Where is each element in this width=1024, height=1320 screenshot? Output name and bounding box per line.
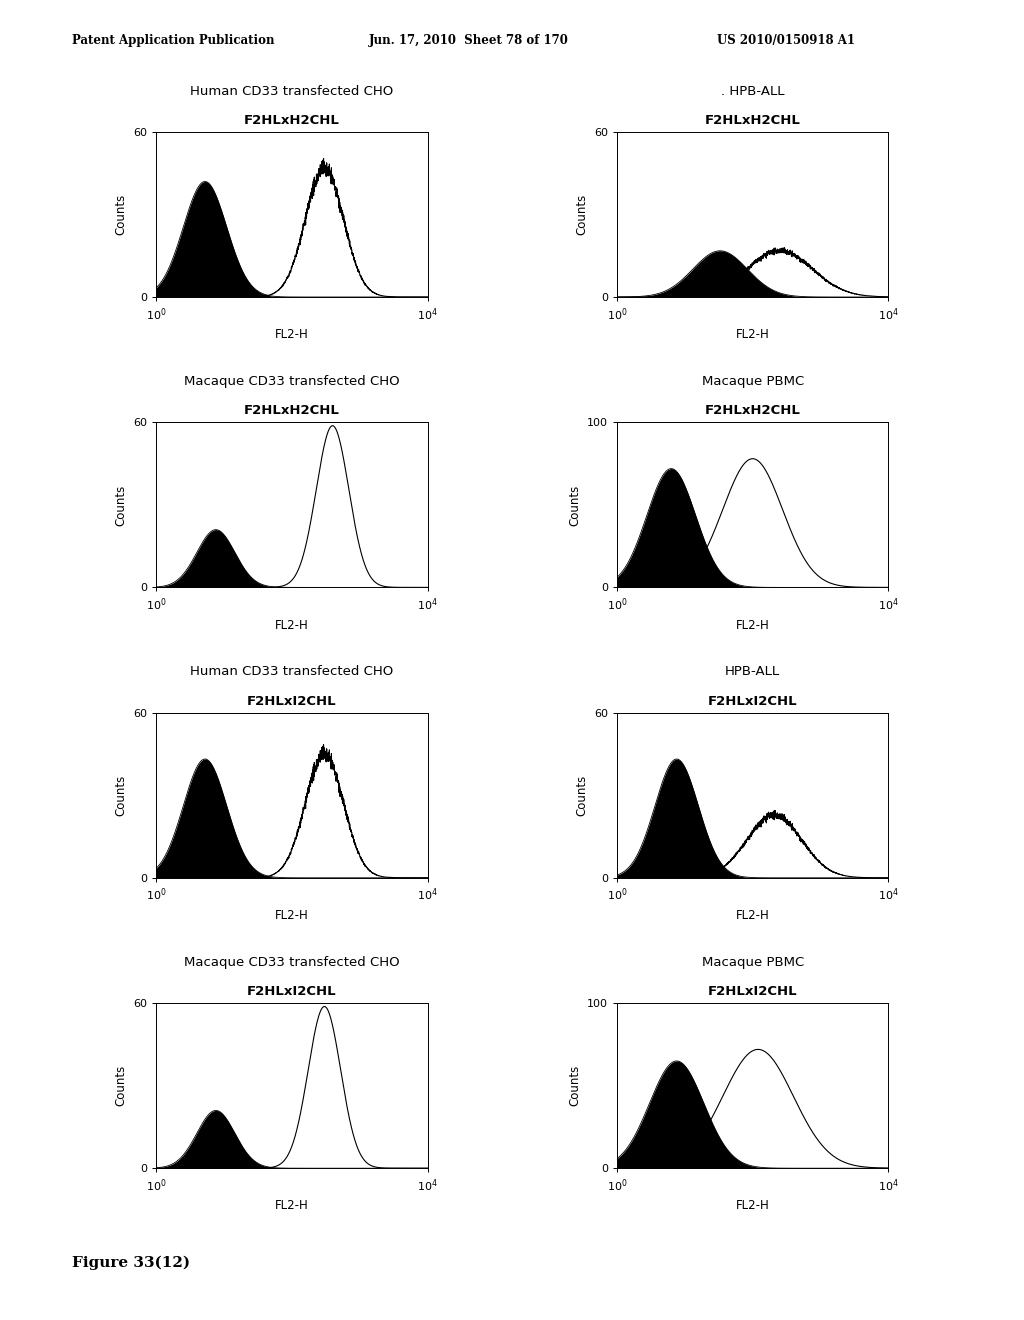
- Text: F2HLxH2CHL: F2HLxH2CHL: [244, 404, 340, 417]
- Text: Human CD33 transfected CHO: Human CD33 transfected CHO: [190, 665, 393, 678]
- Y-axis label: Counts: Counts: [568, 1065, 582, 1106]
- Text: F2HLxH2CHL: F2HLxH2CHL: [705, 114, 801, 127]
- Text: F2HLxI2CHL: F2HLxI2CHL: [247, 985, 337, 998]
- X-axis label: FL2-H: FL2-H: [275, 329, 308, 341]
- Y-axis label: Counts: Counts: [115, 775, 128, 816]
- Y-axis label: Counts: Counts: [115, 484, 128, 525]
- Y-axis label: Counts: Counts: [575, 775, 589, 816]
- X-axis label: FL2-H: FL2-H: [736, 619, 769, 631]
- Text: F2HLxI2CHL: F2HLxI2CHL: [708, 985, 798, 998]
- Text: F2HLxI2CHL: F2HLxI2CHL: [708, 694, 798, 708]
- X-axis label: FL2-H: FL2-H: [736, 1200, 769, 1212]
- Text: HPB-ALL: HPB-ALL: [725, 665, 780, 678]
- Text: F2HLxI2CHL: F2HLxI2CHL: [247, 694, 337, 708]
- Text: Patent Application Publication: Patent Application Publication: [72, 34, 274, 48]
- Text: Human CD33 transfected CHO: Human CD33 transfected CHO: [190, 84, 393, 98]
- X-axis label: FL2-H: FL2-H: [275, 1200, 308, 1212]
- Text: Figure 33(12): Figure 33(12): [72, 1255, 189, 1270]
- Text: Jun. 17, 2010  Sheet 78 of 170: Jun. 17, 2010 Sheet 78 of 170: [369, 34, 568, 48]
- Y-axis label: Counts: Counts: [115, 194, 128, 235]
- Text: Macaque CD33 transfected CHO: Macaque CD33 transfected CHO: [184, 375, 399, 388]
- Text: . HPB-ALL: . HPB-ALL: [721, 84, 784, 98]
- Text: F2HLxH2CHL: F2HLxH2CHL: [244, 114, 340, 127]
- Text: F2HLxH2CHL: F2HLxH2CHL: [705, 404, 801, 417]
- Text: Macaque PBMC: Macaque PBMC: [701, 375, 804, 388]
- X-axis label: FL2-H: FL2-H: [275, 619, 308, 631]
- Text: Macaque PBMC: Macaque PBMC: [701, 956, 804, 969]
- Y-axis label: Counts: Counts: [575, 194, 589, 235]
- Text: Macaque CD33 transfected CHO: Macaque CD33 transfected CHO: [184, 956, 399, 969]
- Text: US 2010/0150918 A1: US 2010/0150918 A1: [717, 34, 855, 48]
- X-axis label: FL2-H: FL2-H: [736, 329, 769, 341]
- Y-axis label: Counts: Counts: [568, 484, 582, 525]
- X-axis label: FL2-H: FL2-H: [275, 909, 308, 921]
- Y-axis label: Counts: Counts: [115, 1065, 128, 1106]
- X-axis label: FL2-H: FL2-H: [736, 909, 769, 921]
